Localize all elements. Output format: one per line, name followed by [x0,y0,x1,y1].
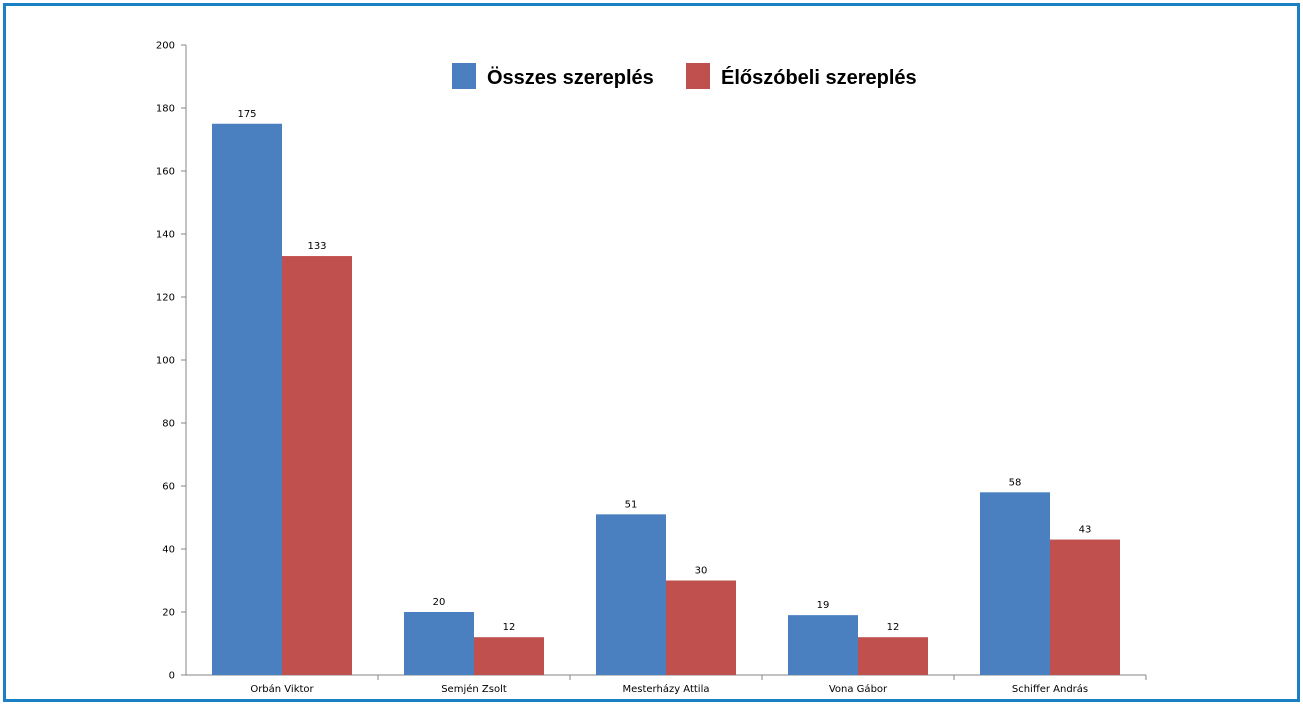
x-tick-label: Orbán Viktor [250,683,314,695]
bar [212,123,282,675]
data-label: 175 [237,109,256,120]
y-tick-label: 80 [162,419,175,430]
y-tick-label: 60 [162,482,175,493]
bar [282,256,352,675]
bar [980,492,1050,675]
x-tick-label: Semjén Zsolt [441,683,507,695]
data-label: 58 [1009,477,1022,488]
bar [404,612,474,675]
bars: 175 133 20 12 51 30 19 12 58 43 [212,109,1120,675]
y-tick-label: 0 [169,671,175,682]
data-label: 30 [695,566,708,577]
data-label: 51 [625,499,638,510]
y-tick-label: 40 [162,545,175,556]
legend-swatch [452,63,476,89]
legend-label: Élőszóbeli szereplés [721,66,917,89]
y-tick-label: 140 [156,230,175,241]
bar [666,580,736,675]
data-label: 12 [887,622,900,633]
bar-chart: 0 20 40 60 80 100 120 140 160 180 200 Orbán Viktor S… [156,41,1147,695]
bar [788,615,858,675]
bar [596,514,666,675]
data-label: 19 [817,600,830,611]
y-tick-label: 20 [162,608,175,619]
bar [1050,539,1120,675]
bar [858,637,928,675]
y-tick-label: 160 [156,167,175,178]
data-label: 20 [433,597,446,608]
legend: Összes szereplés Élőszóbeli szereplés [452,63,917,89]
y-tick-label: 180 [156,104,175,115]
x-tick-label: Mesterházy Attila [622,683,709,695]
y-tick-label: 200 [156,41,175,52]
legend-swatch [686,63,710,89]
x-tick-label: Schiffer András [1012,683,1088,695]
chart-frame: 0 20 40 60 80 100 120 140 160 180 200 Orbán Viktor S… [3,3,1300,702]
legend-label: Összes szereplés [487,66,654,89]
y-tick-label: 100 [156,356,175,367]
x-tick-label: Vona Gábor [829,683,888,695]
axes: 0 20 40 60 80 100 120 140 160 180 200 Orbán Viktor S… [156,41,1147,695]
data-label: 12 [503,622,516,633]
y-tick-label: 120 [156,293,175,304]
data-label: 43 [1079,525,1092,536]
bar [474,637,544,675]
data-label: 133 [307,241,326,252]
